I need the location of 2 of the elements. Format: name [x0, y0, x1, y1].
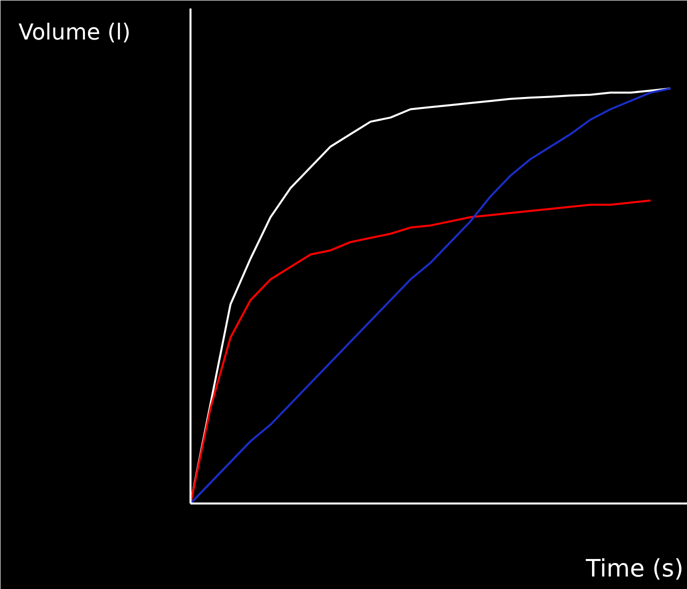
x-axis-title: Time (s)	[584, 554, 684, 582]
y-axis-title: Volume (l)	[18, 20, 131, 46]
